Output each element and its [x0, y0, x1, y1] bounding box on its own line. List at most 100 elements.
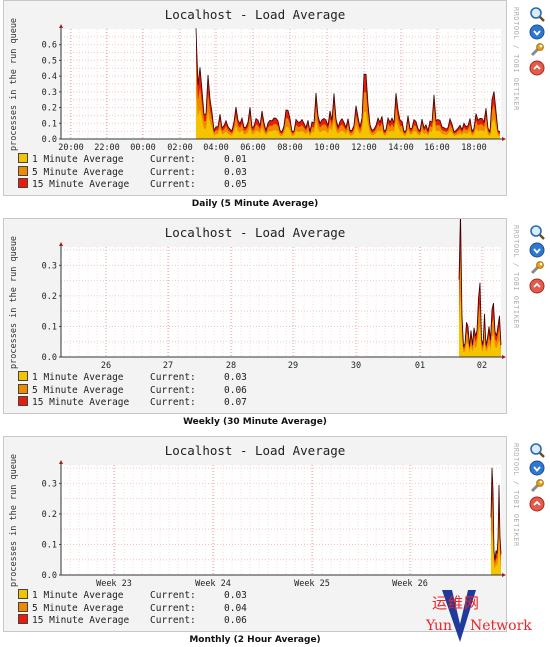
- x-tick-label: 16:00: [424, 143, 450, 153]
- graph-actions: [529, 442, 547, 514]
- series-1min-area: [459, 295, 501, 357]
- x-tick-label: 01: [415, 361, 425, 371]
- wrench-icon[interactable]: [529, 42, 545, 58]
- x-tick-label: 04:00: [203, 143, 229, 153]
- logo-cn-text: 运维网: [432, 594, 481, 612]
- wrench-icon[interactable]: [529, 260, 545, 276]
- legend-row-5min: 5 Minute Average Current: 0.04: [18, 601, 247, 615]
- x-tick-label: Week 23: [96, 579, 132, 589]
- monthly-chart: 0.0 0.1 0.2 0.3 Week 23 Week 24 Week 25 Week 26: [42, 460, 506, 589]
- logo-v-mark: [442, 590, 476, 642]
- y-axis-arrow: [59, 24, 63, 28]
- legend-row-15min: 15 Minute Average Current: 0.05: [18, 178, 247, 191]
- x-tick-label: Week 26: [392, 579, 428, 589]
- graph-frame: Localhost - Load Average processes in th…: [3, 0, 520, 196]
- info-icon[interactable]: [529, 24, 545, 40]
- legend-swatch-orange: [18, 165, 28, 176]
- legend-swatch-yellow: [18, 371, 28, 381]
- x-tick-label: 14:00: [388, 143, 414, 153]
- y-tick-label: 0.1: [42, 322, 57, 332]
- graph-caption: Monthly (2 Hour Average): [189, 635, 321, 645]
- zoom-icon[interactable]: [529, 442, 545, 458]
- rrdtool-watermark: RRDTOOL / TOBI OETIKER: [512, 225, 520, 329]
- y-tick-label: 0.2: [42, 104, 57, 114]
- series-outline: [195, 28, 501, 134]
- legend: 1 Minute Average Current: 0.01 5 Minute Av…: [18, 153, 247, 191]
- monthly-graph-panel: Localhost - Load Average processes in th…: [0, 436, 550, 647]
- series-outline: [458, 219, 502, 348]
- legend-swatch-orange: [18, 383, 28, 394]
- legend-row-5min: 5 Minute Average Current: 0.06: [18, 383, 247, 397]
- y-tick-label: 0.0: [42, 135, 57, 145]
- y-tick-label: 0.1: [42, 540, 57, 550]
- x-tick-label: 30: [351, 361, 361, 371]
- zoom-icon[interactable]: [529, 224, 545, 240]
- x-tick-label: 29: [288, 361, 298, 371]
- current-value: 0.03: [224, 166, 247, 178]
- y-axis-arrow: [59, 242, 63, 246]
- x-tick-label: 28: [226, 361, 236, 371]
- legend-row-1min: 1 Minute Average Current: 0.01: [18, 153, 247, 166]
- current-value: 0.05: [224, 179, 247, 190]
- rrdtool-watermark: RRDTOOL / TOBI OETIKER: [512, 7, 520, 111]
- plot-area: [61, 465, 501, 575]
- x-tick-label: 18:00: [461, 143, 487, 153]
- legend-swatch-red: [18, 396, 28, 406]
- x-tick-label: 08:00: [277, 143, 303, 153]
- y-tick-label: 0.4: [42, 72, 57, 82]
- legend-swatch-yellow: [18, 589, 28, 599]
- delete-icon[interactable]: [529, 496, 545, 512]
- x-tick-label: 12:00: [351, 143, 377, 153]
- daily-graph-panel: Localhost - Load Average processes in th…: [0, 0, 550, 215]
- rrdtool-watermark: RRDTOOL / TOBI OETIKER: [512, 443, 520, 547]
- x-tick-label: Week 25: [294, 579, 330, 589]
- series-1min-area: [491, 529, 501, 575]
- logo-network-text: Network: [470, 618, 532, 634]
- weekly-chart: 0.0 0.1 0.2 0.3 26 27 28 29 30 01 02: [42, 219, 506, 371]
- x-axis-arrow: [502, 573, 506, 577]
- info-icon[interactable]: [529, 242, 545, 258]
- x-tick-label: 22:00: [94, 143, 120, 153]
- legend-swatch-orange: [18, 601, 28, 612]
- graph-actions: [529, 224, 547, 296]
- y-tick-label: 0.5: [42, 56, 57, 66]
- x-tick-label: 02: [477, 361, 487, 371]
- weekly-graph-panel: Localhost - Load Average processes in th…: [0, 218, 550, 433]
- legend-swatch-yellow: [18, 153, 28, 163]
- x-tick-label: 10:00: [314, 143, 340, 153]
- site-logo-watermark: 运维网 Yun Network: [412, 584, 550, 647]
- x-tick-label: 20:00: [58, 143, 84, 153]
- legend: 1 Minute Average Current: 0.03 5 Minute Av…: [18, 371, 247, 409]
- legend: 1 Minute Average Current: 0.03 5 Minute Av…: [18, 589, 247, 627]
- y-axis-arrow: [59, 460, 63, 464]
- current-value: 0.04: [224, 602, 247, 614]
- x-axis-arrow: [502, 137, 506, 141]
- y-tick-label: 0.3: [42, 88, 57, 98]
- y-tick-label: 0.1: [42, 119, 57, 129]
- x-tick-label: 02:00: [167, 143, 193, 153]
- y-tick-label: 0.2: [42, 510, 57, 520]
- y-tick-label: 0.0: [42, 353, 57, 363]
- graph-title: Localhost - Load Average: [164, 7, 346, 22]
- wrench-icon[interactable]: [529, 478, 545, 494]
- delete-icon[interactable]: [529, 278, 545, 294]
- y-tick-label: 0.0: [42, 571, 57, 581]
- zoom-icon[interactable]: [529, 6, 545, 22]
- y-tick-label: 0.3: [42, 479, 57, 489]
- info-icon[interactable]: [529, 460, 545, 476]
- delete-icon[interactable]: [529, 60, 545, 76]
- y-tick-label: 0.3: [42, 261, 57, 271]
- legend-row-1min: 1 Minute Average Current: 0.03: [18, 589, 247, 602]
- x-tick-label: 26: [101, 361, 111, 371]
- current-value: 0.06: [224, 615, 247, 626]
- x-axis-arrow: [502, 355, 506, 359]
- legend-swatch-red: [18, 614, 28, 624]
- legend-row-1min: 1 Minute Average Current: 0.03: [18, 371, 247, 384]
- graph-frame: Localhost - Load Average processes in th…: [3, 436, 520, 632]
- graph-caption: Daily (5 Minute Average): [191, 199, 319, 209]
- y-tick-label: 0.2: [42, 292, 57, 302]
- current-value: 0.06: [224, 384, 247, 396]
- x-tick-label: 00:00: [130, 143, 156, 153]
- logo-yun-text: Yun: [426, 618, 453, 634]
- graph-actions: [529, 6, 547, 78]
